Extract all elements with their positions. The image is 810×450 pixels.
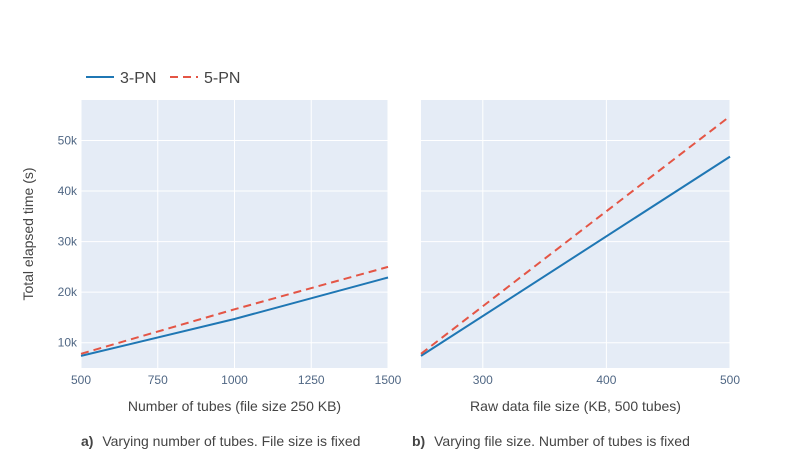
x-axis-title: Raw data file size (KB, 500 tubes) [470,398,681,414]
x-tick-label: 1500 [375,373,402,387]
legend-label-3pn: 3-PN [120,70,156,87]
y-tick-label: 20k [58,285,78,299]
series-line-3-pn [80,276,389,357]
x-tick-label: 500 [71,373,91,387]
x-axis-title: Number of tubes (file size 250 KB) [128,398,341,414]
y-tick-label: 40k [58,184,78,198]
caption-b-prefix: b) [412,433,425,449]
x-tick-label: 400 [596,373,616,387]
subplot-b: 300 400 500 Raw data file size (KB, 500 tub… [420,100,740,414]
x-tick-label: 750 [148,373,168,387]
caption-a: a) Varying number of tubes. File size is… [81,433,360,449]
caption-b-text: Varying file size. Number of tubes is fi… [434,433,690,449]
y-axis-title: Total elapsed time (s) [20,167,36,300]
x-tick-label: 300 [473,373,493,387]
legend-label-5pn: 5-PN [204,70,240,87]
y-tick-label: 50k [58,133,78,147]
x-tick-label: 1000 [221,373,248,387]
caption-a-text: Varying number of tubes. File size is fi… [102,433,360,449]
series-line-5-pn [80,265,389,355]
caption-b: b) Varying file size. Number of tubes is… [412,433,690,449]
caption-a-prefix: a) [81,433,93,449]
subplot-a: 10k 20k 30k 40k 50k 500 750 1000 1250 1500 Number … [58,100,402,414]
x-tick-label: 500 [720,373,740,387]
y-tick-label: 10k [58,336,78,350]
series-line-3-pn [420,155,731,357]
x-tick-label: 1250 [298,373,325,387]
y-tick-label: 30k [58,235,78,249]
legend: 3-PN 5-PN [86,70,240,87]
